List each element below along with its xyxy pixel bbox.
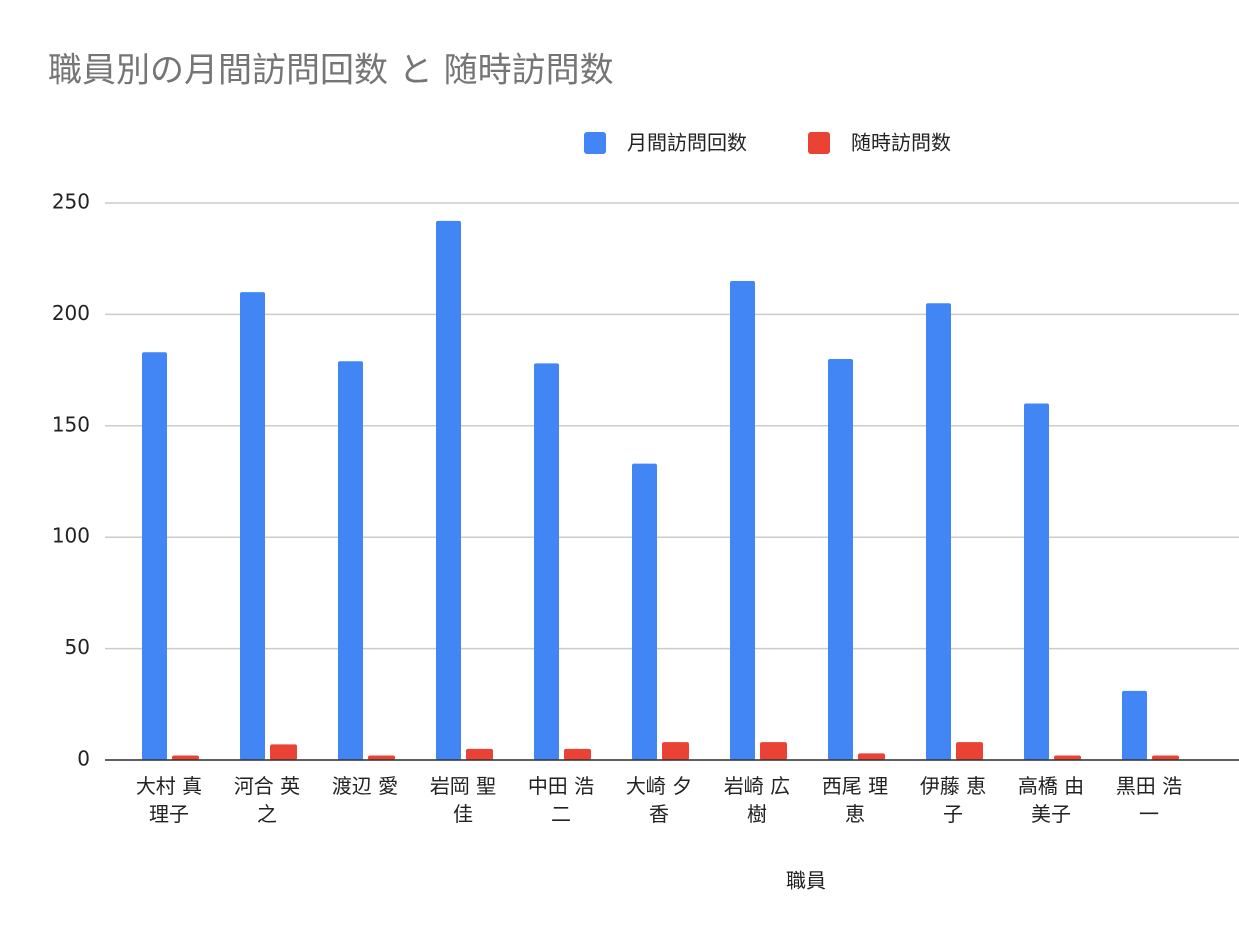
bar xyxy=(956,742,983,760)
x-tick-label: 渡辺 愛 xyxy=(331,774,399,798)
bar xyxy=(1122,690,1147,760)
bar xyxy=(240,292,265,760)
bar xyxy=(466,748,493,760)
x-tick-label-box: 岩崎 広樹 xyxy=(723,774,791,826)
bar xyxy=(142,352,167,760)
bar xyxy=(1152,755,1179,760)
bar xyxy=(368,755,395,760)
legend-swatch xyxy=(584,132,606,154)
y-tick-label: 50 xyxy=(65,635,90,659)
x-tick-label-box: 中田 浩二 xyxy=(527,774,595,826)
bar xyxy=(436,220,461,761)
x-tick-label: 河合 英之 xyxy=(233,774,301,826)
bar xyxy=(338,361,363,760)
bar xyxy=(926,303,951,760)
bar xyxy=(858,753,885,760)
bar xyxy=(1054,755,1081,760)
x-axis-title: 職員 xyxy=(786,869,826,893)
chart-title: 職員別の月間訪問回数 と 随時訪問数 xyxy=(48,51,614,91)
x-tick-label-box: 大村 真理子 xyxy=(135,774,203,826)
x-tick-label-box: 岩岡 聖佳 xyxy=(429,774,497,826)
bar xyxy=(662,742,689,760)
x-tick-label-box: 高橋 由美子 xyxy=(1017,774,1085,826)
x-tick-label-box: 西尾 理恵 xyxy=(821,774,889,826)
y-tick-label: 0 xyxy=(77,747,90,771)
y-tick-label: 150 xyxy=(52,412,90,436)
x-tick-label: 西尾 理恵 xyxy=(821,774,889,826)
x-tick-label-box: 河合 英之 xyxy=(233,774,301,826)
x-tick-label: 岩崎 広樹 xyxy=(723,774,791,826)
bar xyxy=(828,358,853,760)
x-tick-label: 岩岡 聖佳 xyxy=(429,774,497,826)
x-tick-label: 中田 浩二 xyxy=(527,774,595,826)
bar xyxy=(730,280,755,760)
legend-label: 月間訪問回数 xyxy=(627,131,747,155)
y-tick-label: 200 xyxy=(52,301,90,325)
bar xyxy=(534,363,559,760)
x-tick-label-box: 伊藤 恵子 xyxy=(919,774,987,826)
x-tick-label-box: 黒田 浩一 xyxy=(1115,774,1183,826)
bar xyxy=(564,748,591,760)
bar xyxy=(270,744,297,760)
x-tick-label: 高橋 由美子 xyxy=(1017,774,1085,826)
x-tick-label: 大村 真理子 xyxy=(135,774,203,826)
x-tick-label-box: 大崎 夕香 xyxy=(625,774,693,826)
legend-label: 随時訪問数 xyxy=(851,131,951,155)
legend-swatch xyxy=(808,132,830,154)
x-tick-label-box: 渡辺 愛 xyxy=(331,774,399,798)
x-tick-label: 黒田 浩一 xyxy=(1115,774,1183,826)
bar xyxy=(632,463,657,760)
x-tick-label: 伊藤 恵子 xyxy=(919,774,987,826)
x-tick-label: 大崎 夕香 xyxy=(625,774,693,826)
bar xyxy=(760,742,787,760)
y-tick-label: 250 xyxy=(52,190,90,214)
bar xyxy=(1024,403,1049,760)
bar xyxy=(172,755,199,760)
y-tick-label: 100 xyxy=(52,524,90,548)
